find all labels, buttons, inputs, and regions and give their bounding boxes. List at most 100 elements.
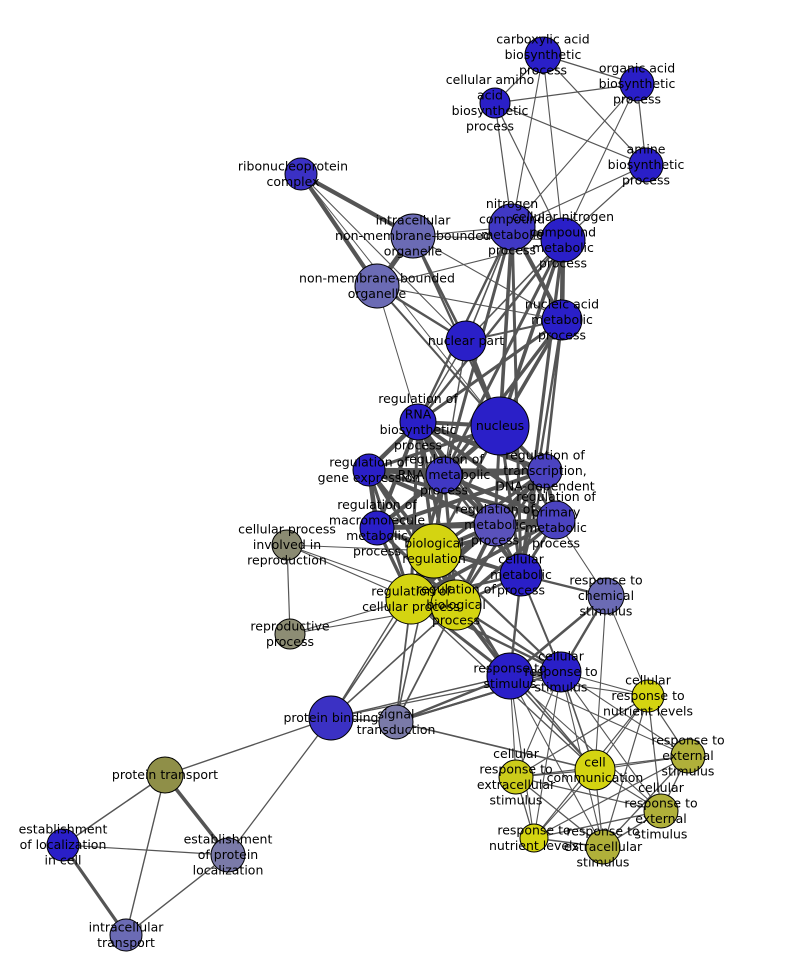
- graph-node-response_to_chemical_stimulus[interactable]: response to chemical stimulus: [587, 577, 625, 615]
- graph-node-protein_transport[interactable]: protein transport: [146, 756, 184, 794]
- graph-node-label: cellular nitrogen compound metabolic proces…: [512, 208, 614, 270]
- graph-node-regulation_of_biological_process[interactable]: regulation of biological process: [430, 579, 482, 631]
- graph-node-organic_acid_biosynthetic[interactable]: organic acid biosynthetic process: [619, 66, 655, 102]
- graph-node-label: amine biosynthetic process: [608, 141, 685, 187]
- graph-edge: [542, 54, 564, 241]
- graph-edge: [494, 102, 564, 241]
- graph-edge: [330, 675, 511, 719]
- graph-node-label: response to extracellular stimulus: [564, 823, 643, 869]
- graph-edge: [562, 83, 638, 241]
- graph-node-establishment_of_localization_in_cell[interactable]: establishment of localization in cell: [46, 828, 80, 862]
- graph-node-label: intracellular non-membrane-bounded organel…: [335, 212, 491, 258]
- graph-edge: [330, 604, 457, 719]
- nodes-layer: carboxylic acid biosynthetic process orga…: [46, 36, 706, 952]
- graph-node-cellular_metabolic_process[interactable]: cellular metabolic process: [499, 553, 543, 597]
- graph-node-nucleic_acid_metabolic[interactable]: nucleic acid metabolic process: [541, 299, 583, 341]
- labels-layer: carboxylic acid biosynthetic process organi…: [19, 31, 725, 949]
- graph-node-ribonucleoprotein_complex[interactable]: ribonucleoprotein complex: [284, 157, 318, 191]
- graph-edge: [533, 671, 562, 839]
- graph-node-response_to_extracellular_stimulus[interactable]: response to extracellular stimulus: [585, 829, 621, 865]
- graph-node-label: protein transport: [112, 767, 218, 782]
- graph-node-nitrogen_compound_metabolic[interactable]: nitrogen compound metabolic process: [488, 203, 536, 251]
- graph-node-non_membrane_organelle[interactable]: non-membrane-bounded organelle: [354, 263, 400, 309]
- graph-node-regulation_of_rna_biosynthetic[interactable]: regulation of RNA biosynthetic process: [399, 403, 437, 441]
- graph-edge: [511, 54, 544, 228]
- graph-edge: [367, 468, 558, 522]
- graph-node-regulation_of_gene_expression[interactable]: regulation of gene expression: [352, 453, 386, 487]
- graph-node-cellular_response_to_extracellular_stimulus[interactable]: cellular response to extracellular stimu…: [498, 759, 534, 795]
- graph-edge: [515, 776, 604, 848]
- graph-edge: [443, 340, 467, 476]
- graph-node-intracellular_transport[interactable]: intracellular transport: [109, 918, 143, 952]
- graph-edge: [125, 854, 229, 936]
- graph-edge: [395, 721, 596, 771]
- graph-node-nuclear_part[interactable]: nuclear part: [445, 320, 487, 362]
- graph-edge: [164, 717, 332, 776]
- graph-node-cellular_response_to_nutrient_levels[interactable]: cellular response to nutrient levels: [631, 679, 665, 713]
- graph-node-nucleus[interactable]: nucleus: [470, 396, 530, 456]
- graph-node-cellular_response_to_external_stimulus[interactable]: cellular response to external stimulus: [643, 793, 679, 829]
- graph-node-label: response to external stimulus: [651, 732, 724, 778]
- graph-node-response_to_stimulus[interactable]: response to stimulus: [486, 652, 534, 700]
- graph-edge: [647, 695, 662, 812]
- graph-edge: [416, 238, 565, 424]
- graph-edge: [375, 469, 547, 530]
- graph-node-biological_regulation[interactable]: biological regulation: [406, 523, 462, 579]
- graph-node-cellular_nitrogen_compound_metabolic[interactable]: cellular nitrogen compound metabolic pro…: [540, 217, 586, 263]
- graph-node-label: organic acid biosynthetic process: [599, 60, 676, 106]
- graph-node-response_to_external_stimulus[interactable]: response to external stimulus: [670, 738, 706, 774]
- graph-node-label: regulation of primary metabolic process: [516, 488, 596, 550]
- graph-edge: [62, 774, 166, 846]
- graph-node-cellular_amino_acid_biosynthetic[interactable]: cellular amino acid biosynthetic process: [479, 87, 511, 119]
- graph-edge: [533, 810, 662, 839]
- graph-edge: [62, 844, 229, 856]
- graph-node-regulation_of_transcription_dna_dependent[interactable]: regulation of transcription, DNA-depende…: [527, 453, 563, 489]
- graph-edge: [515, 695, 649, 778]
- graph-node-intracellular_non_membrane_organelle[interactable]: intracellular non-membrane-bounded organ…: [390, 213, 436, 259]
- graph-node-label: protein binding: [283, 710, 378, 725]
- graph-node-label: regulation of macromolecule metabolic proce…: [329, 496, 425, 558]
- graph-node-carboxylic_acid_biosynthetic[interactable]: carboxylic acid biosynthetic process: [524, 36, 562, 74]
- graph-node-regulation_of_macromolecule_metabolic[interactable]: regulation of macromolecule metabolic pr…: [359, 510, 395, 546]
- graph-node-cellular_response_to_stimulus[interactable]: cellular response to stimulus: [540, 651, 582, 693]
- graph-edge: [227, 717, 332, 856]
- graph-node-cell_communication[interactable]: cell communication: [574, 749, 616, 791]
- graph-node-label: regulation of gene expression: [318, 454, 421, 485]
- graph-edge: [441, 472, 559, 523]
- graph-node-amine_biosynthetic[interactable]: amine biosynthetic process: [628, 147, 664, 183]
- graph-node-cellular_process_involved_in_reproduction[interactable]: cellular process involved in reproductio…: [271, 529, 303, 561]
- graph-node-signal_transduction[interactable]: signal transduction: [378, 704, 414, 740]
- graph-node-regulation_of_primary_metabolic[interactable]: regulation of primary metabolic process: [536, 500, 576, 540]
- graph-edge: [61, 843, 128, 937]
- graph-edge: [298, 171, 380, 289]
- graph-node-label: signal transduction: [357, 706, 436, 737]
- graph-node-label: establishment of protein localization: [184, 831, 273, 877]
- graph-edge: [494, 83, 638, 104]
- graph-edge: [416, 318, 564, 424]
- graph-node-label: establishment of localization in cell: [19, 821, 108, 867]
- graph-edge: [394, 670, 563, 724]
- graph-node-label: regulation of cellular process: [362, 583, 460, 614]
- graph-node-label: reproductive process: [250, 618, 330, 649]
- graph-node-label: cellular response to external stimulus: [624, 779, 697, 841]
- graph-edge: [465, 239, 564, 342]
- graph-node-label: cellular response to stimulus: [524, 648, 597, 694]
- graph-edge: [509, 675, 689, 757]
- graph-edge: [498, 238, 565, 428]
- graph-edge: [498, 225, 514, 428]
- graph-node-regulation_of_metabolic_process[interactable]: regulation of metabolic process: [473, 503, 517, 547]
- graph-node-reproductive_process[interactable]: reproductive process: [274, 618, 306, 650]
- graph-node-response_to_nutrient_levels[interactable]: response to nutrient levels: [519, 823, 549, 853]
- graph-edge: [125, 774, 166, 936]
- graph-node-label: nucleus: [476, 418, 524, 433]
- graph-edge: [366, 467, 498, 528]
- graph-node-establishment_of_protein_localization[interactable]: establishment of protein localization: [210, 837, 246, 873]
- graph-node-protein_binding[interactable]: protein binding: [308, 695, 354, 741]
- graph-edge: [533, 755, 689, 839]
- graph-node-label: cellular process involved in reproduction: [238, 521, 336, 567]
- graph-node-label: non-membrane-bounded organelle: [299, 270, 455, 301]
- graph-node-regulation_of_rna_metabolic[interactable]: regulation of RNA metabolic process: [425, 456, 463, 494]
- graph-edge: [494, 102, 647, 166]
- graph-edge: [409, 420, 420, 601]
